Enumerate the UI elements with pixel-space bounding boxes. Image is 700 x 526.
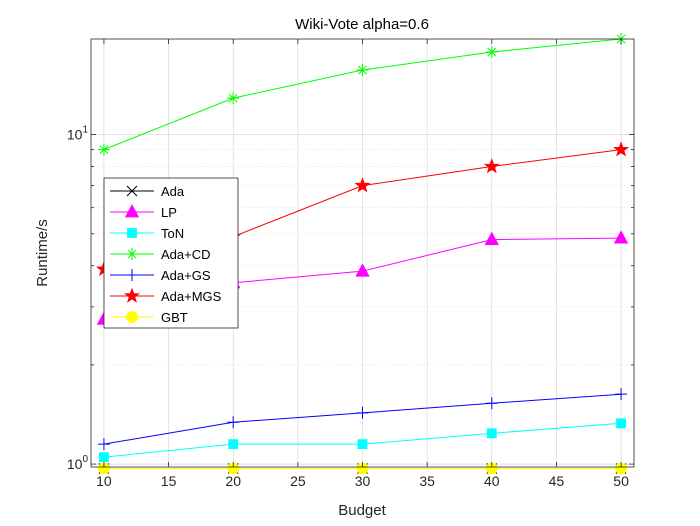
data-point (485, 397, 498, 410)
series-ada-gs (97, 388, 628, 451)
legend-entry: GBT (110, 310, 188, 325)
legend-items: Ada LP ToN Ada+CD Ada+GS Ada+MGS GBT (110, 184, 222, 325)
data-point (97, 438, 110, 451)
x-tick-label: 35 (419, 473, 435, 489)
legend: Ada LP ToN Ada+CD Ada+GS Ada+MGS GBT (103, 177, 239, 329)
data-point (227, 92, 240, 105)
legend-marker (127, 228, 137, 238)
series-gbt (98, 462, 627, 475)
data-point (356, 64, 369, 77)
legend-entry: ToN (110, 226, 184, 241)
data-point (228, 439, 239, 450)
legend-marker (124, 287, 140, 303)
legend-entry: Ada+MGS (110, 287, 222, 304)
data-point (483, 158, 500, 174)
legend-marker (126, 185, 138, 197)
axes: 10 15 20 25 30 35 40 45 50 100 101 (67, 39, 634, 489)
legend-entry: Ada+GS (110, 268, 211, 283)
legend-label: GBT (161, 310, 188, 325)
data-point (354, 177, 371, 193)
legend-label: ToN (161, 226, 184, 241)
data-point (616, 418, 626, 429)
y-tick-label: 100 (67, 454, 89, 472)
x-tick-label: 15 (161, 473, 177, 489)
data-point (485, 46, 498, 59)
x-tick-label: 50 (613, 473, 629, 489)
y-axis-title: Runtime/s (34, 219, 51, 287)
data-point (615, 388, 628, 401)
legend-marker (126, 269, 138, 281)
data-point (355, 263, 370, 277)
x-axis-title: Budget (338, 502, 386, 519)
x-tick-label: 30 (355, 473, 371, 489)
legend-marker (126, 311, 138, 323)
chart-title: Wiki-Vote alpha=0.6 (295, 16, 429, 33)
data-point (357, 439, 368, 450)
legend-marker (124, 204, 140, 218)
data-point (356, 406, 369, 419)
series-layer (95, 33, 630, 475)
x-tick-label: 20 (225, 473, 241, 489)
data-point (97, 143, 110, 156)
legend-label: Ada (161, 184, 185, 199)
data-point (99, 452, 109, 463)
legend-entry: Ada (110, 184, 185, 199)
legend-box (103, 177, 239, 329)
x-tick-label: 40 (484, 473, 500, 489)
legend-entry: Ada+CD (110, 247, 211, 262)
grid-lines (91, 39, 634, 467)
legend-label: Ada+MGS (161, 289, 222, 304)
legend-label: LP (161, 205, 177, 220)
legend-marker (126, 248, 138, 260)
x-tick-label: 10 (96, 473, 112, 489)
x-tick-label: 25 (290, 473, 306, 489)
legend-entry: LP (110, 204, 177, 220)
x-tick-label: 45 (549, 473, 565, 489)
data-point (613, 230, 629, 244)
data-point (484, 231, 499, 246)
series-ton (99, 418, 626, 463)
y-tick-label: 101 (67, 125, 89, 143)
data-point (613, 141, 630, 157)
legend-label: Ada+GS (161, 268, 211, 283)
data-point (486, 428, 497, 439)
data-point (227, 416, 240, 429)
legend-label: Ada+CD (161, 247, 211, 262)
